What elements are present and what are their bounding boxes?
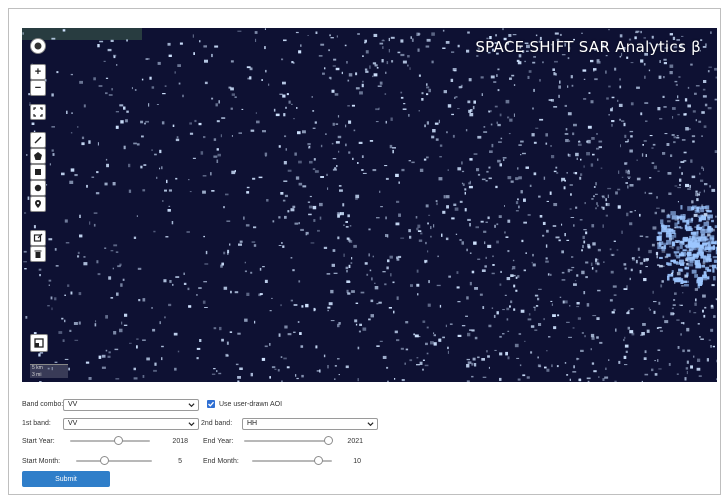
slider-thumb[interactable] — [324, 436, 334, 445]
second-band-value: HH — [247, 420, 258, 427]
sar-imagery — [22, 28, 717, 382]
band-combo-select[interactable]: VV — [63, 399, 199, 411]
delete-layers-icon[interactable] — [30, 246, 46, 262]
sar-map[interactable]: SPACE SHIFT SAR Analytics β + − 5 km 3 m… — [22, 28, 717, 382]
scale-bottom: 3 mi — [32, 372, 42, 378]
slider-track — [252, 460, 332, 462]
end-year-value: 2021 — [347, 438, 363, 445]
band-combo-value: VV — [68, 401, 78, 408]
slider-track — [244, 440, 332, 442]
scale-bar: 5 km 3 mi — [30, 364, 68, 378]
start-month-value: 5 — [178, 458, 182, 465]
slider-thumb[interactable] — [313, 456, 323, 465]
slider-track — [76, 460, 152, 462]
first-band-label: 1st band: — [22, 420, 51, 427]
slider-thumb[interactable] — [100, 456, 110, 465]
draw-rectangle-icon[interactable] — [30, 164, 46, 180]
layers-icon[interactable] — [30, 38, 46, 54]
end-month-slider[interactable] — [252, 456, 332, 465]
use-aoi-checkbox[interactable] — [207, 400, 215, 408]
draw-marker-icon[interactable] — [30, 196, 46, 212]
end-year-label: End Year: — [203, 438, 234, 445]
zoom-out-icon[interactable]: − — [30, 80, 46, 96]
first-band-value: VV — [68, 420, 78, 427]
minimap-toggle-icon[interactable] — [30, 334, 48, 352]
chevron-down-icon — [367, 422, 374, 427]
brand-title: SPACE SHIFT SAR Analytics β — [475, 38, 701, 56]
chevron-down-icon — [188, 422, 195, 427]
second-band-label: 2nd band: — [201, 420, 233, 427]
start-month-label: Start Month: — [22, 458, 61, 465]
use-aoi-label: Use user-drawn AOI — [219, 401, 283, 408]
scale-top: 5 km — [32, 365, 43, 371]
second-band-select[interactable]: HH — [242, 418, 378, 430]
start-month-slider[interactable] — [76, 456, 152, 465]
band-combo-label: Band combo: — [22, 401, 64, 408]
draw-polygon-icon[interactable] — [30, 148, 46, 164]
slider-track — [70, 440, 150, 442]
draw-circle-icon[interactable] — [30, 180, 46, 196]
first-band-select[interactable]: VV — [63, 418, 199, 430]
edit-layers-icon[interactable] — [30, 230, 46, 246]
start-year-label: Start Year: — [22, 438, 55, 445]
start-year-slider[interactable] — [70, 436, 150, 445]
draw-polyline-icon[interactable] — [30, 132, 46, 148]
end-month-label: End Month: — [203, 458, 239, 465]
zoom-in-icon[interactable]: + — [30, 64, 46, 80]
end-year-slider[interactable] — [244, 436, 334, 445]
slider-thumb[interactable] — [114, 436, 123, 445]
chevron-down-icon — [188, 403, 195, 408]
fullscreen-icon[interactable] — [30, 104, 46, 120]
submit-button[interactable]: Submit — [22, 471, 110, 487]
start-year-value: 2018 — [172, 438, 188, 445]
end-month-value: 10 — [353, 458, 361, 465]
